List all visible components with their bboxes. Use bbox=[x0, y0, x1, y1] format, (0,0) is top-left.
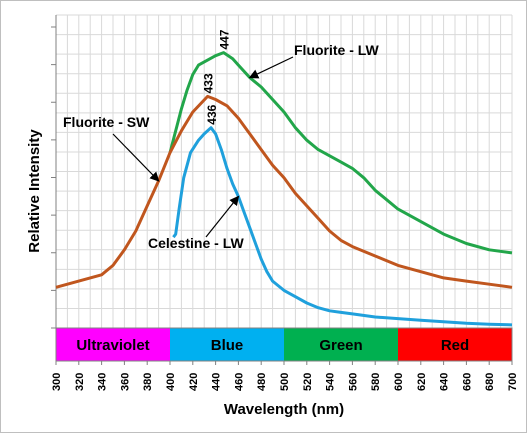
series-line-fluorite-lw bbox=[168, 51, 513, 255]
x-tick-label: 460 bbox=[233, 373, 245, 391]
x-tick-label: 480 bbox=[256, 373, 268, 391]
annotation-arrow bbox=[248, 56, 294, 79]
band-ultraviolet bbox=[56, 328, 170, 361]
annotation-arrow bbox=[205, 195, 240, 238]
peak-label: 436 bbox=[205, 104, 219, 124]
x-axis-title: Wavelength (nm) bbox=[224, 401, 344, 418]
spectrum-bands: Ultraviolet Blue Green Red bbox=[55, 327, 513, 362]
band-label: Ultraviolet bbox=[76, 337, 149, 354]
band-blue bbox=[170, 328, 284, 361]
annotation-arrow bbox=[112, 133, 160, 182]
y-axis-ticks bbox=[51, 15, 57, 361]
x-tick-label: 520 bbox=[302, 373, 314, 391]
annotation-label: Celestine - LW bbox=[148, 235, 244, 251]
grid bbox=[55, 14, 513, 329]
x-tick-label: 500 bbox=[279, 373, 291, 391]
annotation-label: Fluorite - LW bbox=[294, 42, 380, 58]
series-lines bbox=[55, 51, 513, 327]
x-tick-label: 440 bbox=[211, 373, 223, 391]
x-tick-label: 360 bbox=[119, 373, 131, 391]
band-red bbox=[398, 328, 512, 361]
band-label: Red bbox=[441, 337, 469, 354]
peak-label: 433 bbox=[202, 73, 216, 93]
x-tick-label: 700 bbox=[507, 373, 519, 391]
band-green bbox=[284, 328, 398, 361]
x-tick-label: 380 bbox=[142, 373, 154, 391]
band-label: Blue bbox=[211, 337, 244, 354]
series-line-fluorite-sw bbox=[55, 94, 513, 289]
band-label: Green bbox=[319, 337, 362, 354]
series-line-celestine-lw bbox=[172, 126, 513, 327]
x-tick-label: 620 bbox=[416, 373, 428, 391]
series-annotations: Fluorite - LW Fluorite - SW Celestine - LW bbox=[63, 42, 380, 251]
x-tick-label: 640 bbox=[439, 373, 451, 391]
x-tick-label: 320 bbox=[74, 373, 86, 391]
x-tick-label: 340 bbox=[97, 373, 109, 391]
x-tick-label: 400 bbox=[165, 373, 177, 391]
x-tick-label: 560 bbox=[347, 373, 359, 391]
x-tick-label: 420 bbox=[188, 373, 200, 391]
x-tick-label: 680 bbox=[484, 373, 496, 391]
peak-labels: 447 433 436 bbox=[202, 29, 232, 124]
annotation-label: Fluorite - SW bbox=[63, 114, 150, 130]
peak-label: 447 bbox=[218, 29, 232, 49]
x-tick-label: 300 bbox=[51, 373, 63, 391]
y-axis-title: Relative Intensity bbox=[26, 129, 43, 253]
x-tick-label: 660 bbox=[461, 373, 473, 391]
x-tick-label: 540 bbox=[325, 373, 337, 391]
x-axis-tick-labels: 300 320 340 360 380 400 420 440 460 480 500 520 540 5… bbox=[51, 361, 519, 391]
x-tick-label: 580 bbox=[370, 373, 382, 391]
x-tick-label: 600 bbox=[393, 373, 405, 391]
